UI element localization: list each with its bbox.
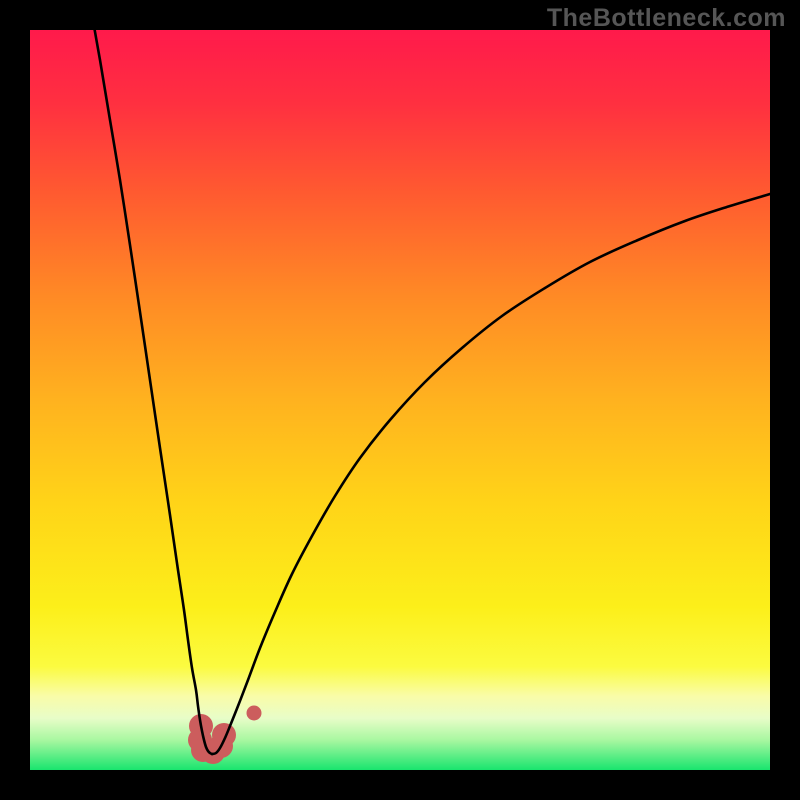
chart-root: TheBottleneck.com (0, 0, 800, 800)
curve-group (92, 30, 770, 754)
bottleneck-curve-left (92, 30, 212, 754)
performance-marker (247, 706, 262, 721)
plot-area (30, 30, 770, 770)
attribution-text: TheBottleneck.com (547, 4, 786, 33)
performance-marker (212, 723, 236, 747)
bottleneck-curve-right (212, 194, 770, 754)
curve-layer (30, 30, 770, 770)
